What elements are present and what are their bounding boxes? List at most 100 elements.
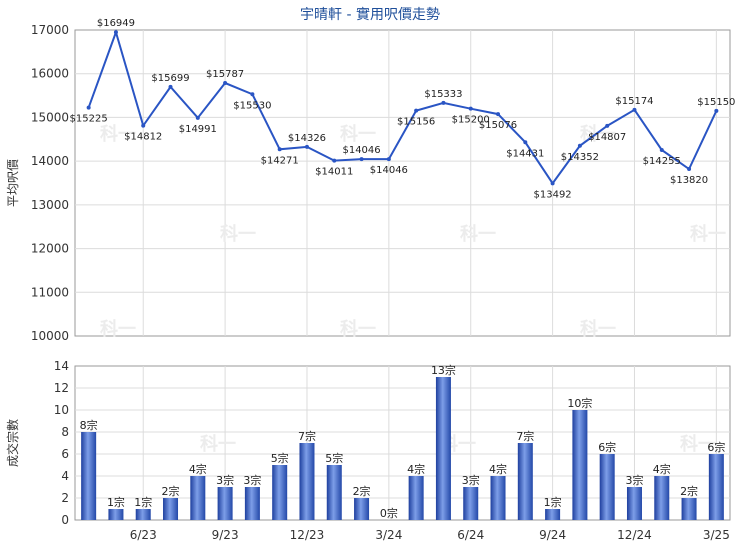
count-data-labels: 8宗 1宗 1宗 2宗 4宗 3宗 3宗 5宗 7宗 5宗 2宗 0宗 4宗 13宗 3宗 4宗 7宗 1宗 10宗… (80, 363, 726, 520)
count-x-tick-label: 6/24 (457, 528, 484, 542)
count-data-label: 2宗 (162, 484, 180, 498)
price-panel: 10000 11000 12000 13000 14000 15000 16000 17000… (6, 18, 735, 343)
price-data-label: $14046 (342, 145, 380, 156)
count-bar (244, 487, 260, 520)
count-x-tick-label: 3/24 (375, 528, 402, 542)
price-point (141, 123, 146, 128)
count-data-label: 3宗 (625, 473, 643, 487)
price-data-label: $15150 (697, 97, 735, 108)
price-data-label: $14807 (588, 132, 626, 143)
count-bar (572, 410, 588, 520)
count-x-tick-label: 12/23 (290, 528, 325, 542)
count-bar (490, 476, 506, 520)
price-data-label: $15174 (615, 96, 653, 107)
count-data-label: 4宗 (489, 462, 507, 476)
count-data-label: 4宗 (653, 462, 671, 476)
price-y-tick-label: 12000 (31, 242, 69, 256)
price-point (632, 107, 637, 112)
count-x-tick-label: 3/25 (703, 528, 730, 542)
price-y-tick-label: 15000 (31, 110, 69, 124)
watermark-text: 科一 (460, 223, 496, 245)
count-bar (163, 498, 179, 520)
count-data-label: 6宗 (598, 440, 616, 454)
count-data-label: 2宗 (353, 484, 371, 498)
watermark-text: 科一 (340, 123, 376, 145)
count-bar (108, 509, 124, 520)
price-point (605, 123, 610, 128)
price-point (714, 108, 719, 113)
price-data-label: $14011 (315, 167, 353, 178)
price-point (304, 144, 309, 149)
count-bar (599, 454, 615, 520)
count-data-label: 2宗 (680, 484, 698, 498)
count-bar (81, 432, 97, 520)
count-bars (81, 377, 724, 520)
count-x-tick-label: 12/24 (617, 528, 652, 542)
price-grid (75, 30, 730, 336)
count-grid (75, 366, 730, 520)
count-bar (654, 476, 670, 520)
price-point (332, 158, 337, 163)
count-data-label: 1宗 (134, 495, 152, 509)
price-point (168, 84, 173, 89)
price-point (195, 115, 200, 120)
price-data-label: $14991 (179, 124, 217, 135)
price-y-tick-label: 13000 (31, 198, 69, 212)
count-bar (681, 498, 697, 520)
price-data-label: $15156 (397, 117, 435, 128)
watermark-text: 科一 (100, 123, 136, 145)
price-points (86, 30, 719, 186)
count-y-tick-label: 14 (54, 359, 69, 373)
count-y-tick-label: 12 (54, 381, 69, 395)
price-data-label: $13820 (670, 175, 708, 186)
count-bar (135, 509, 151, 520)
count-bar (217, 487, 233, 520)
price-y-tick-label: 17000 (31, 23, 69, 37)
price-data-label: $14352 (561, 152, 599, 163)
price-y-tick-label: 14000 (31, 154, 69, 168)
count-data-label: 5宗 (325, 451, 343, 465)
count-bar (626, 487, 642, 520)
price-data-label: $15333 (424, 89, 462, 100)
price-plot-frame (74, 29, 731, 337)
count-data-label: 5宗 (271, 451, 289, 465)
price-data-label: $16949 (97, 18, 135, 29)
price-data-label: $15530 (233, 100, 271, 111)
price-data-label: $15699 (151, 73, 189, 84)
price-y-axis-label: 平均呎價 (6, 159, 20, 207)
price-point (223, 81, 228, 86)
price-point (250, 92, 255, 97)
price-point (277, 147, 282, 152)
count-plot-frame (74, 365, 731, 521)
count-x-ticks: 6/23 9/23 12/23 3/24 6/24 9/24 12/24 3/25 (130, 528, 730, 542)
count-data-label: 7宗 (516, 429, 534, 443)
count-x-tick-label: 6/23 (130, 528, 157, 542)
price-data-label: $13492 (534, 189, 572, 200)
count-data-label: 1宗 (544, 495, 562, 509)
price-y-ticks: 10000 11000 12000 13000 14000 15000 16000 17000 (31, 23, 69, 343)
price-point (577, 143, 582, 148)
count-y-tick-label: 8 (61, 425, 69, 439)
price-data-label: $14326 (288, 133, 326, 144)
price-data-label: $14255 (643, 156, 681, 167)
watermark-text: 科一 (690, 223, 726, 245)
price-point (496, 112, 501, 117)
watermark-text: 科一 (200, 433, 236, 455)
count-data-label: 8宗 (80, 418, 98, 432)
count-y-tick-label: 10 (54, 403, 69, 417)
count-data-label: 4宗 (407, 462, 425, 476)
price-data-label: $14431 (506, 148, 544, 159)
count-data-label: 0宗 (380, 506, 398, 520)
price-point (359, 157, 364, 162)
price-point (441, 100, 446, 105)
count-bar (408, 476, 424, 520)
count-data-label: 13宗 (431, 363, 456, 377)
count-data-label: 3宗 (216, 473, 234, 487)
count-data-label: 3宗 (243, 473, 261, 487)
price-data-label: $15200 (452, 115, 490, 126)
count-data-label: 4宗 (189, 462, 207, 476)
price-point (414, 108, 419, 113)
watermark-text: 科一 (100, 318, 136, 340)
